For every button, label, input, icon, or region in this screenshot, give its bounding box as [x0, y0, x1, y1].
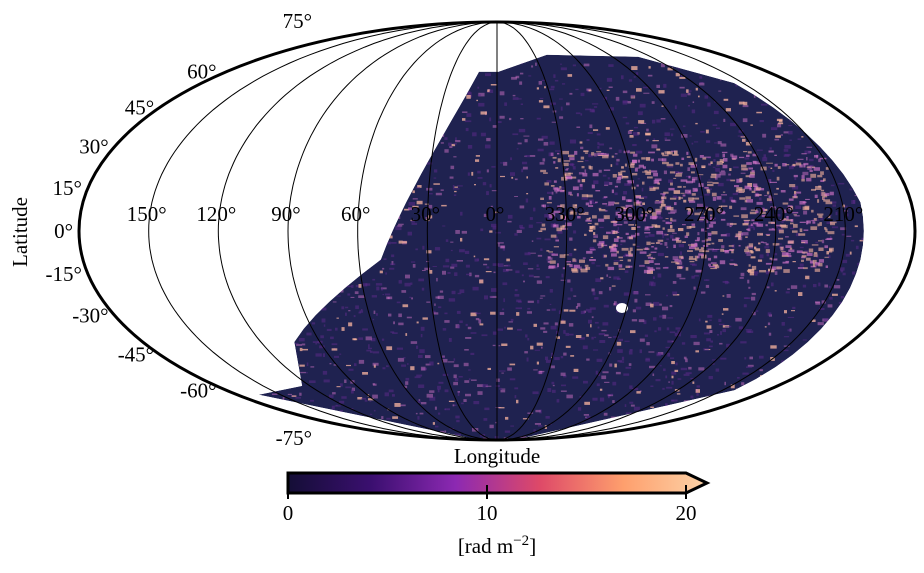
- lat-tick-label: -60°: [180, 378, 216, 402]
- colorbar-label: [rad m−2]: [458, 533, 536, 558]
- colorbar-tick-label: 0: [283, 501, 294, 525]
- colorbar: 0 10 20 [rad m−2]: [283, 471, 711, 558]
- x-axis-label: Longitude: [454, 444, 540, 468]
- lon-tick-label: 330°: [545, 202, 585, 226]
- lat-tick-label: -15°: [45, 262, 81, 286]
- lon-tick-label: 210°: [823, 202, 863, 226]
- lon-tick-label: 270°: [684, 202, 724, 226]
- map-boundary: [77, 20, 917, 442]
- lon-tick-label: 150°: [127, 202, 167, 226]
- lat-tick-label: -75°: [276, 426, 312, 450]
- lon-tick-label: 60°: [341, 202, 370, 226]
- lon-tick-label: 30°: [411, 202, 440, 226]
- colorbar-tick-label: 10: [477, 501, 498, 525]
- lat-tick-label: 75°: [283, 9, 312, 33]
- colorbar-tick-label: 20: [676, 501, 697, 525]
- lat-tick-label: -30°: [72, 303, 108, 327]
- latitude-tick-labels: 75° 60° 45° 30° 15° 0° -15° -30° -45° -60° -75°: [45, 9, 312, 450]
- colorbar-gradient: [286, 471, 711, 495]
- lat-tick-label: 60°: [187, 60, 216, 84]
- lon-tick-label: 240°: [754, 202, 794, 226]
- longitude-tick-labels: 150° 120° 90° 60° 30° 0° 330° 300° 270° 240° 210°: [127, 202, 864, 226]
- lon-tick-label: 90°: [271, 202, 300, 226]
- lat-tick-label: 30°: [79, 135, 108, 159]
- lat-tick-label: 15°: [52, 176, 81, 200]
- colorbar-ticks: 0 10 20: [283, 485, 697, 525]
- y-axis-label: Latitude: [8, 197, 32, 267]
- lat-tick-label: 45°: [125, 95, 154, 119]
- lon-tick-label: 120°: [196, 202, 236, 226]
- lat-tick-label: 0°: [54, 219, 73, 243]
- lon-tick-label: 300°: [614, 202, 654, 226]
- data-coverage-region: [258, 54, 864, 440]
- lat-tick-label: -45°: [118, 343, 154, 367]
- lon-tick-label: 0°: [486, 202, 505, 226]
